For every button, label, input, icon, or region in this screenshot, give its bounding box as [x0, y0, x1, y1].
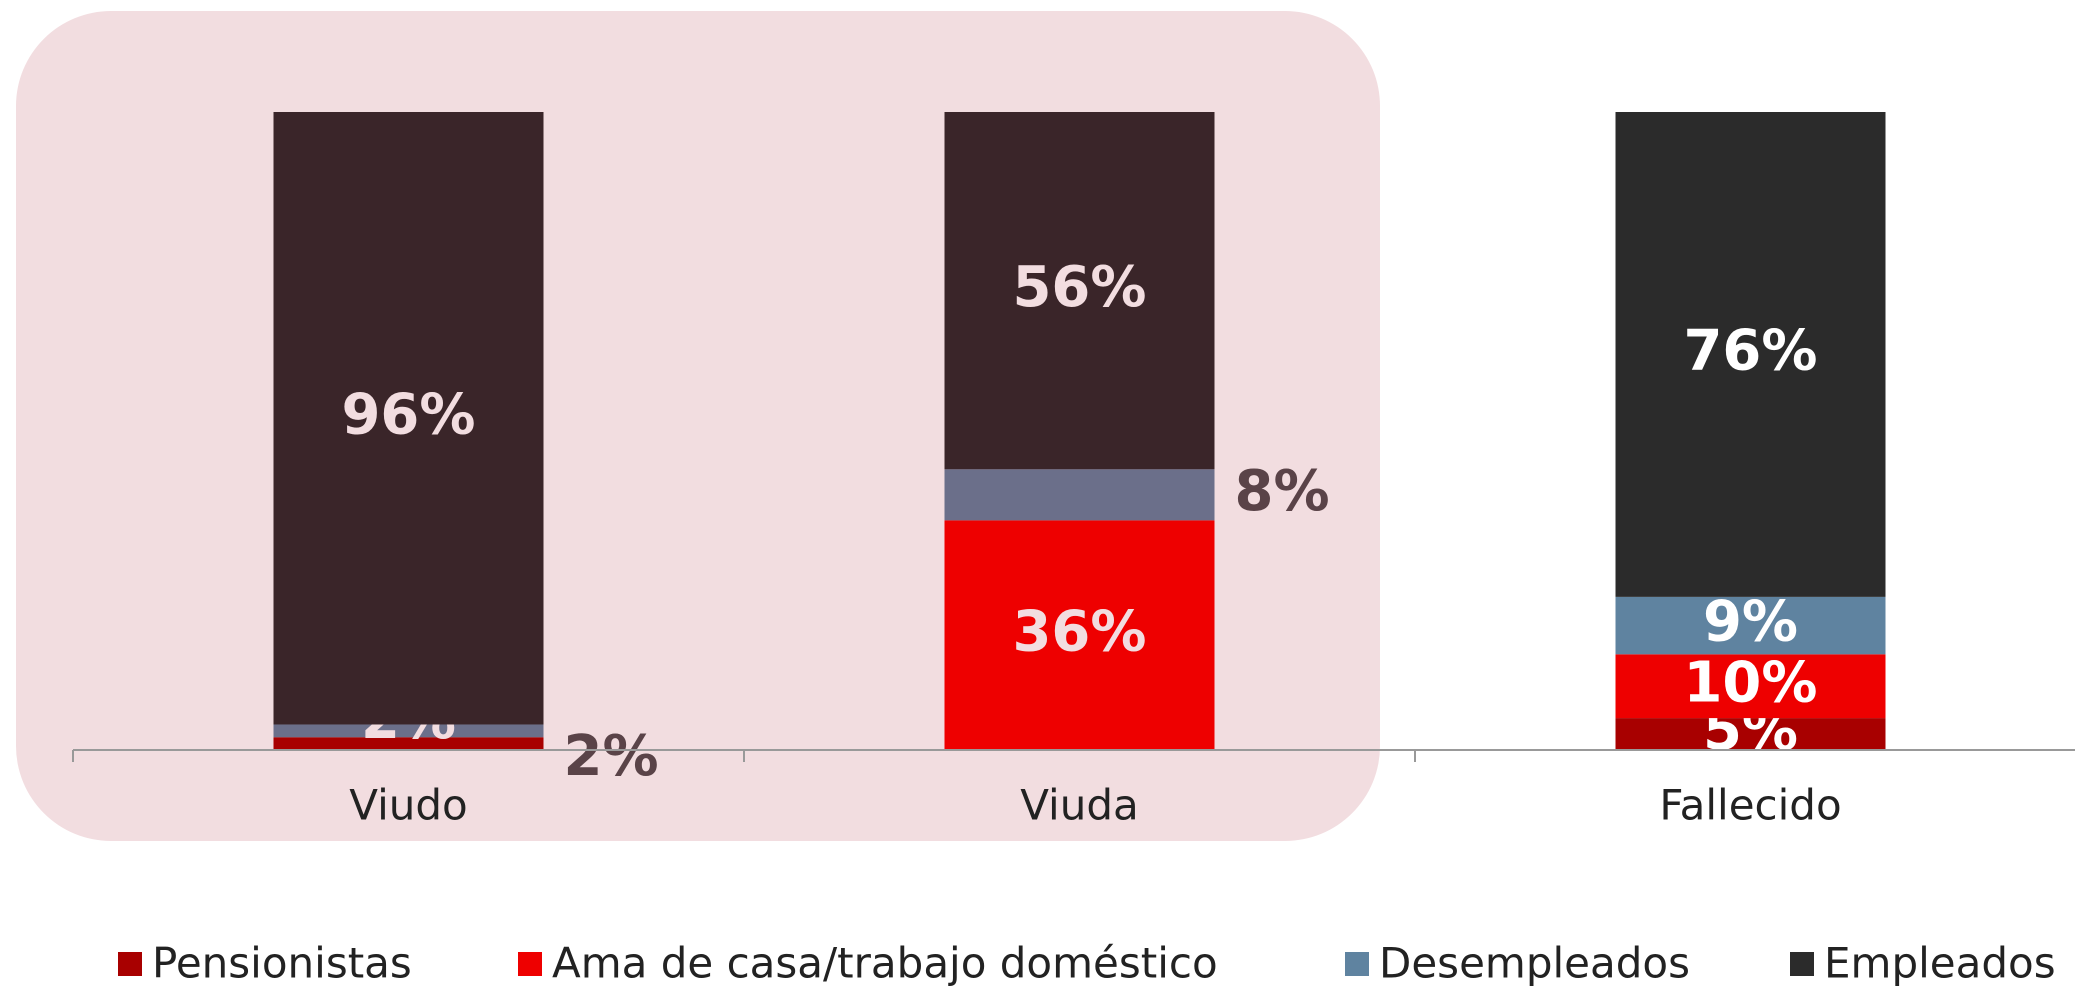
- bar-segment: [273, 737, 544, 750]
- legend-label: Pensionistas: [152, 939, 412, 988]
- value-label: 2%: [564, 724, 659, 789]
- bar-segment: [944, 469, 1215, 521]
- legend-label: Desempleados: [1379, 939, 1690, 988]
- value-label: 56%: [1012, 255, 1146, 320]
- bar-segment: [1615, 718, 1886, 750]
- value-label: 36%: [1012, 599, 1146, 664]
- bar-segment: [1615, 654, 1886, 719]
- x-tick-label: Viuda: [1020, 781, 1139, 830]
- x-tick-label: Fallecido: [1659, 781, 1841, 830]
- bar-segment: [944, 112, 1215, 470]
- bar-segment: [1615, 596, 1886, 655]
- legend-label: Ama de casa/trabajo doméstico: [552, 939, 1218, 988]
- legend-swatch: [118, 952, 142, 976]
- bar-segment: [273, 724, 544, 738]
- bar-segment: [1615, 112, 1886, 597]
- value-label: 96%: [341, 382, 475, 447]
- value-label: 10%: [1683, 650, 1817, 715]
- legend-swatch: [1345, 952, 1369, 976]
- legend-label: Empleados: [1824, 939, 2056, 988]
- x-tick-label: Viudo: [349, 781, 467, 830]
- bar-segment: [273, 112, 544, 725]
- bar-segment: [944, 520, 1215, 750]
- value-label: 8%: [1235, 459, 1330, 524]
- legend-swatch: [1790, 952, 1814, 976]
- legend-swatch: [518, 952, 542, 976]
- value-label: 9%: [1703, 590, 1798, 655]
- value-label: 76%: [1683, 319, 1817, 384]
